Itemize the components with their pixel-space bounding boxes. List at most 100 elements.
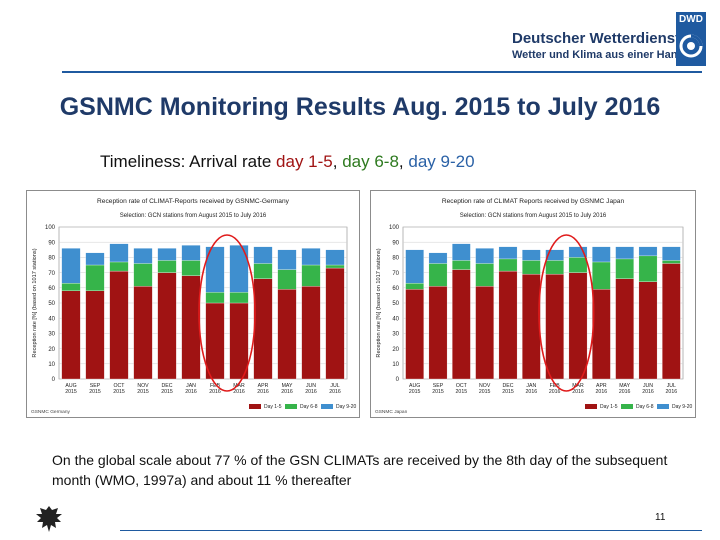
- x-tick-label: SEP: [90, 383, 101, 389]
- bar-segment: [662, 246, 681, 261]
- x-tick-label: NOV: [137, 383, 149, 389]
- bar-segment: [568, 246, 588, 258]
- x-tick-label: OCT: [456, 383, 468, 389]
- subtitle-separator: ,: [332, 152, 338, 171]
- y-tick-label: 90: [392, 240, 399, 246]
- y-tick-label: 10: [392, 362, 399, 368]
- x-tick-label: APR: [258, 383, 269, 389]
- legend-swatch: [249, 404, 261, 409]
- bar-segment: [615, 278, 634, 380]
- x-tick-label: DEC: [503, 383, 514, 389]
- x-tick-label: 2015: [137, 389, 149, 395]
- chart-source: GSNMC Germany: [31, 409, 71, 415]
- bar-segment: [205, 246, 225, 293]
- bar-segment: [545, 260, 564, 275]
- y-tick-label: 80: [392, 256, 399, 262]
- x-tick-label: DEC: [162, 383, 173, 389]
- bar-segment: [277, 249, 297, 270]
- y-tick-label: 20: [392, 347, 399, 353]
- x-tick-label: JUN: [306, 383, 316, 389]
- bar-segment: [615, 246, 634, 260]
- bar-segment: [522, 260, 541, 275]
- bar-segment: [545, 273, 564, 380]
- x-tick-label: 2016: [305, 389, 317, 395]
- y-tick-label: 60: [392, 286, 399, 292]
- chart-japan: Reception rate of CLIMAT Reports receive…: [370, 190, 696, 418]
- y-tick-label: 0: [396, 377, 400, 383]
- chart-title: Reception rate of CLIMAT Reports receive…: [442, 198, 625, 205]
- bar-segment: [61, 290, 81, 380]
- bar-segment: [133, 286, 153, 380]
- x-tick-label: MAY: [282, 383, 293, 389]
- y-tick-label: 0: [52, 377, 56, 383]
- x-tick-label: 2016: [572, 389, 584, 395]
- bar-segment: [85, 264, 105, 291]
- x-tick-label: 2015: [456, 389, 468, 395]
- x-tick-label: 2016: [596, 389, 608, 395]
- org-slogan: Wetter und Klima aus einer Hand: [512, 49, 685, 61]
- y-tick-label: 30: [392, 332, 399, 338]
- y-tick-label: 40: [392, 316, 399, 322]
- bar-segment: [253, 278, 273, 380]
- bar-segment: [428, 286, 448, 380]
- x-tick-label: 2016: [185, 389, 197, 395]
- y-tick-label: 90: [48, 240, 55, 246]
- bar-segment: [133, 248, 153, 264]
- page-number: 11: [655, 512, 666, 523]
- legend-label: Day 1-5: [600, 404, 618, 410]
- bar-segment: [638, 281, 658, 380]
- y-tick-label: 40: [48, 316, 55, 322]
- bar-segment: [638, 255, 658, 282]
- legend-swatch: [285, 404, 297, 409]
- dwd-logo-text: Deutscher Wetterdienst Wetter und Klima …: [512, 30, 684, 62]
- bar-segment: [615, 258, 634, 279]
- x-tick-label: MAY: [619, 383, 630, 389]
- legend-swatch: [621, 404, 633, 409]
- bar-segment: [277, 289, 297, 380]
- x-tick-label: SEP: [433, 383, 444, 389]
- bar-segment: [452, 260, 471, 270]
- subtitle-separator: ,: [398, 152, 404, 171]
- bar-segment: [498, 270, 518, 380]
- y-tick-label: 10: [48, 362, 55, 368]
- slide-title: GSNMC Monitoring Results Aug. 2015 to Ju…: [59, 93, 661, 121]
- bar-segment: [405, 283, 424, 290]
- bar-segment: [545, 249, 564, 261]
- x-tick-label: 2015: [113, 389, 125, 395]
- bar-segment: [428, 263, 448, 287]
- dwd-logo-abbr: DWD: [679, 14, 703, 25]
- x-tick-label: JUL: [667, 383, 676, 389]
- x-tick-label: APR: [596, 383, 607, 389]
- chart-germany-svg: Reception rate of CLIMAT-Reports receive…: [31, 198, 357, 415]
- bar-segment: [205, 292, 225, 304]
- bar-segment: [85, 290, 105, 380]
- y-tick-label: 100: [389, 225, 400, 231]
- y-tick-label: 70: [392, 271, 399, 277]
- highlight-circle: [538, 234, 595, 392]
- legend-swatch: [321, 404, 333, 409]
- footer-line: [120, 530, 702, 531]
- x-tick-label: 2016: [209, 389, 221, 395]
- y-tick-label: 20: [48, 347, 55, 353]
- x-tick-label: OCT: [114, 383, 126, 389]
- x-tick-label: FEB: [550, 383, 561, 389]
- x-tick-label: 2015: [409, 389, 421, 395]
- bar-segment: [662, 260, 681, 264]
- chart-title: Reception rate of CLIMAT-Reports receive…: [97, 198, 290, 205]
- legend-label: Day 1-5: [264, 404, 282, 410]
- chart-germany: Reception rate of CLIMAT-Reports receive…: [26, 190, 360, 418]
- bar-segment: [301, 248, 321, 266]
- bar-segment: [405, 249, 424, 284]
- bar-segment: [452, 269, 471, 380]
- bar-segment: [568, 257, 588, 273]
- x-tick-label: 2015: [161, 389, 173, 395]
- x-tick-label: FEB: [210, 383, 221, 389]
- legend-label: Day 9-20: [672, 404, 693, 410]
- slide-caption: On the global scale about 77 % of the GS…: [52, 452, 668, 488]
- bar-segment: [157, 248, 177, 261]
- bar-segment: [662, 263, 681, 380]
- bar-segment: [61, 248, 81, 284]
- x-tick-label: MAR: [233, 383, 245, 389]
- chart-subtitle: Selection: GCN stations from August 2015…: [120, 213, 267, 219]
- bar-segment: [498, 258, 518, 272]
